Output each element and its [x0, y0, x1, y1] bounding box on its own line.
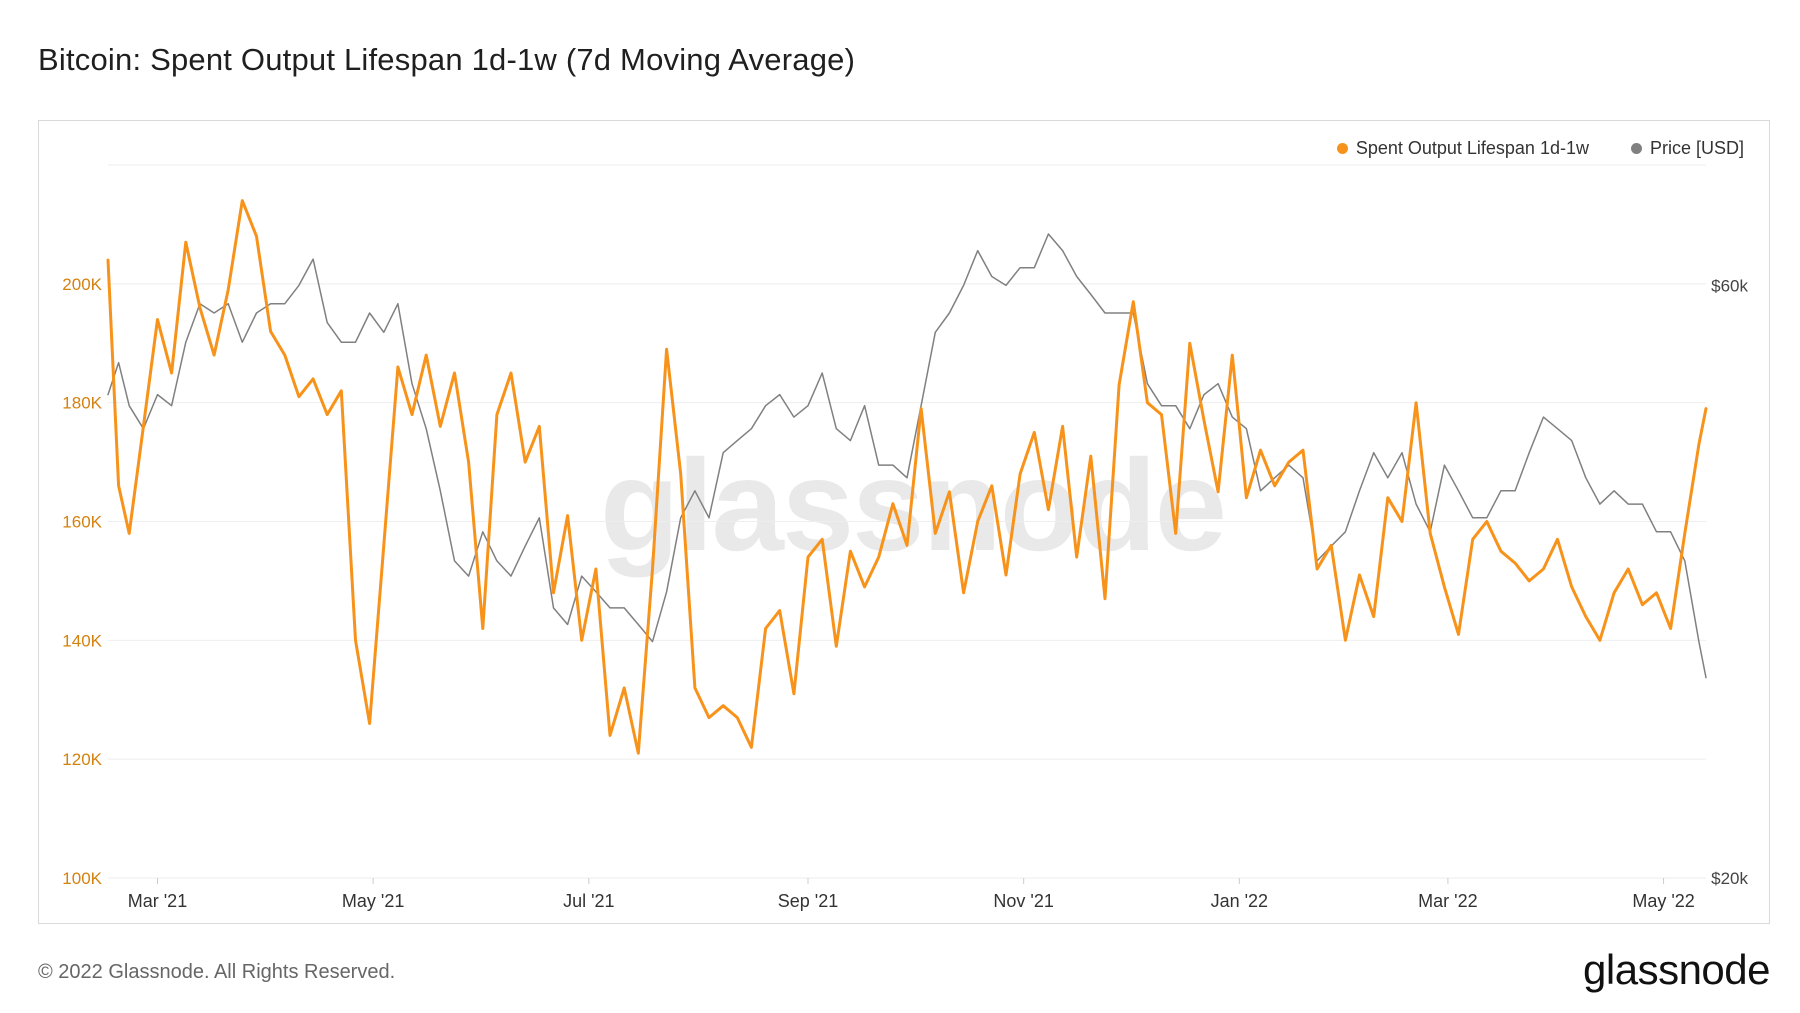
copyright-footer: © 2022 Glassnode. All Rights Reserved. [38, 961, 396, 983]
x-tick-label: May '21 [342, 891, 404, 911]
y-left-tick-label: 160K [62, 513, 102, 532]
x-tick-label: May '22 [1632, 891, 1694, 911]
legend-item-sol[interactable]: Spent Output Lifespan 1d-1w [1336, 138, 1589, 159]
legend-label-price: Price [USD] [1649, 138, 1744, 158]
legend-dot-icon [1630, 143, 1642, 154]
glassnode-logo[interactable]: glassnode [1583, 946, 1770, 993]
series-line-price [107, 233, 1707, 679]
x-tick-label: Sep '21 [778, 891, 839, 911]
x-tick-label: Nov '21 [993, 891, 1053, 911]
y-left-tick-label: 100K [62, 869, 102, 888]
chart-legend: Spent Output Lifespan 1d-1w Price [USD] [1336, 138, 1744, 159]
y-left-tick-label: 140K [62, 631, 102, 650]
series-line-spent-output-lifespan [106, 199, 1708, 755]
y-left-tick-label: 120K [62, 750, 102, 769]
watermark: glassnode [600, 432, 1227, 578]
x-tick-label: Jan '22 [1211, 891, 1268, 911]
chart-title: Bitcoin: Spent Output Lifespan 1d-1w (7d… [38, 42, 856, 77]
legend-item-price[interactable]: Price [USD] [1630, 138, 1744, 159]
x-tick-label: Mar '21 [128, 891, 187, 911]
x-tick-label: Mar '22 [1418, 891, 1477, 911]
x-tick-label: Jul '21 [563, 891, 614, 911]
y-left-tick-label: 200K [62, 275, 102, 294]
legend-dot-icon [1336, 143, 1348, 154]
y-right-tick-label: $20k [1711, 869, 1748, 888]
y-right-tick-label: $60k [1711, 276, 1748, 295]
legend-label-sol: Spent Output Lifespan 1d-1w [1355, 138, 1589, 158]
y-left-tick-label: 180K [62, 394, 102, 413]
